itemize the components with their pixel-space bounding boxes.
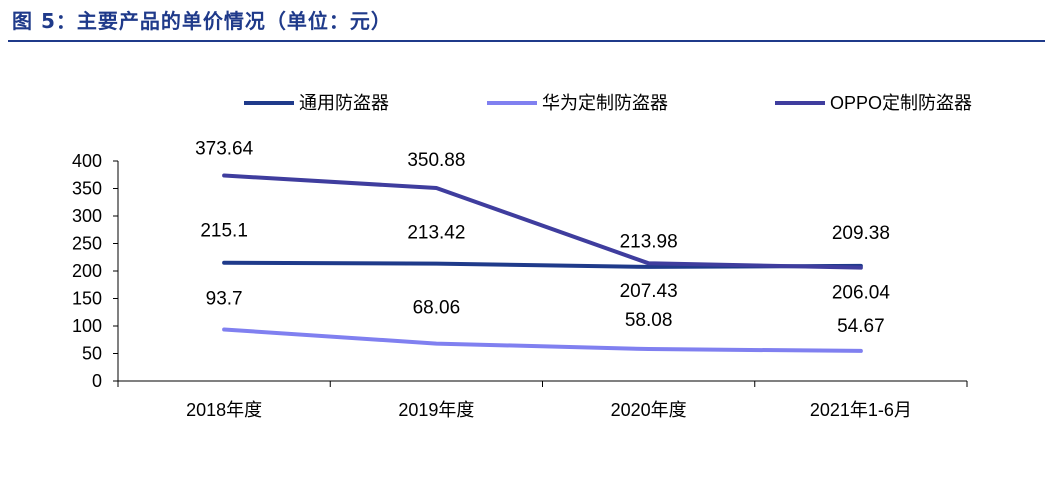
data-label-s0-1: 213.42 <box>407 223 465 244</box>
y-tick-labels: 0 50 100 150 200 250 300 350 400 <box>72 151 102 391</box>
data-label-s2-1: 350.88 <box>407 150 465 171</box>
legend-label-2: OPPO定制防盗器 <box>830 93 972 113</box>
data-label-s1-0: 93.7 <box>206 288 243 309</box>
x-category-label: 2019年度 <box>398 400 474 420</box>
series-lines <box>222 173 863 353</box>
data-label-s1-2: 58.08 <box>625 310 673 331</box>
y-tick-label: 150 <box>72 289 102 309</box>
x-category-labels: 2018年度 2019年度 2020年度 2021年1-6月 <box>186 400 912 420</box>
y-tick-label: 0 <box>92 371 102 391</box>
data-label-s0-2: 207.43 <box>620 281 678 302</box>
title-rule <box>8 40 1045 42</box>
x-category-label: 2020年度 <box>611 400 687 420</box>
legend-label-0: 通用防盗器 <box>299 93 389 113</box>
x-category-label: 2021年1-6月 <box>810 400 912 420</box>
chart-legend: 通用防盗器 华为定制防盗器 OPPO定制防盗器 <box>244 93 972 113</box>
data-label-s1-3: 54.67 <box>837 316 885 337</box>
legend-label-1: 华为定制防盗器 <box>542 93 668 113</box>
data-label-s0-3: 209.38 <box>832 223 890 244</box>
data-label-s2-0: 373.64 <box>195 138 254 159</box>
figure-title: 图 5：主要产品的单价情况（单位：元） <box>12 9 392 33</box>
data-label-s2-2: 213.98 <box>620 231 678 252</box>
y-tick-label: 350 <box>72 179 102 199</box>
y-tick-label: 400 <box>72 151 102 171</box>
y-tick-label: 200 <box>72 261 102 281</box>
y-tick-label: 300 <box>72 206 102 226</box>
data-labels: 215.1 213.42 207.43 209.38 93.7 68.06 58.08 54.… <box>195 138 890 336</box>
chart-axes <box>113 160 968 387</box>
data-label-s1-1: 68.06 <box>413 298 461 319</box>
series-line-2 <box>222 173 863 270</box>
y-tick-label: 250 <box>72 234 102 254</box>
data-label-s2-3: 206.04 <box>832 283 891 304</box>
data-label-s0-0: 215.1 <box>200 221 248 242</box>
x-category-label: 2018年度 <box>186 400 262 420</box>
y-tick-label: 50 <box>82 344 102 364</box>
series-line-1 <box>222 327 863 353</box>
y-tick-label: 100 <box>72 316 102 336</box>
